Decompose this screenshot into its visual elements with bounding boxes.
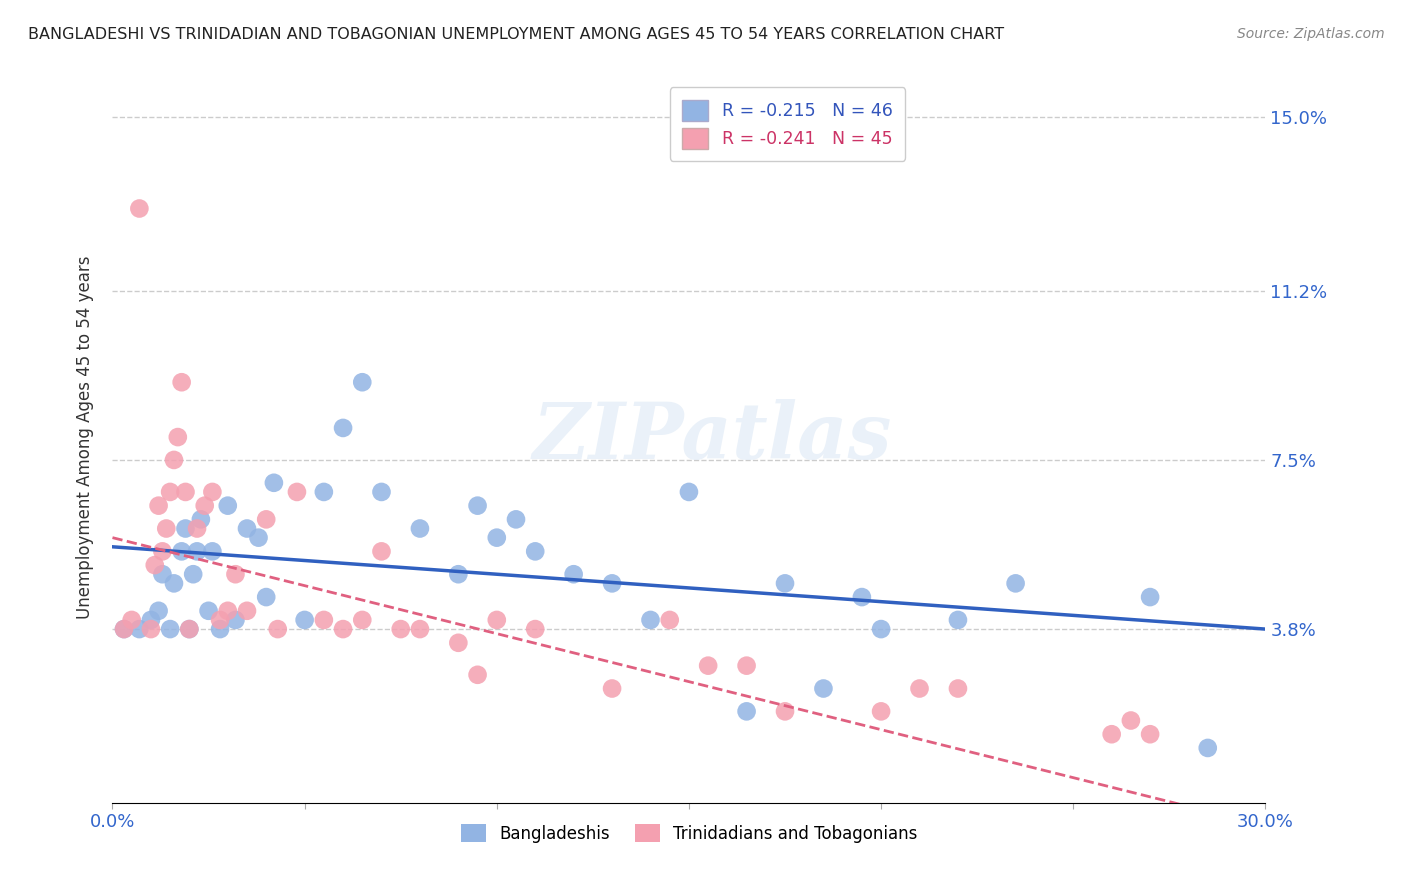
Point <box>166 430 188 444</box>
Point <box>813 681 835 696</box>
Point <box>263 475 285 490</box>
Point <box>294 613 316 627</box>
Point <box>163 453 186 467</box>
Point <box>312 613 335 627</box>
Point <box>409 521 432 535</box>
Point <box>735 658 758 673</box>
Point <box>467 667 489 681</box>
Point <box>1139 590 1161 604</box>
Point <box>152 567 174 582</box>
Point <box>485 531 508 545</box>
Point <box>409 622 432 636</box>
Point <box>121 613 143 627</box>
Point <box>870 622 893 636</box>
Point <box>370 485 392 500</box>
Point <box>174 485 197 500</box>
Point <box>658 613 681 627</box>
Point <box>139 622 162 636</box>
Point <box>1119 714 1142 728</box>
Point <box>1197 740 1219 755</box>
Point <box>201 485 224 500</box>
Point <box>332 622 354 636</box>
Point <box>163 576 186 591</box>
Point <box>697 658 720 673</box>
Point <box>851 590 873 604</box>
Point <box>181 567 204 582</box>
Point <box>186 544 208 558</box>
Y-axis label: Unemployment Among Ages 45 to 54 years: Unemployment Among Ages 45 to 54 years <box>76 255 94 619</box>
Point <box>186 521 208 535</box>
Point <box>190 512 212 526</box>
Point <box>209 622 232 636</box>
Point <box>562 567 585 582</box>
Point <box>1101 727 1123 741</box>
Point <box>600 681 623 696</box>
Point <box>773 705 796 719</box>
Point <box>159 485 181 500</box>
Point <box>254 512 277 526</box>
Point <box>179 622 201 636</box>
Point <box>159 622 181 636</box>
Point <box>1139 727 1161 741</box>
Point <box>505 512 527 526</box>
Point <box>332 421 354 435</box>
Point <box>148 604 170 618</box>
Point <box>155 521 177 535</box>
Point <box>148 499 170 513</box>
Point <box>447 636 470 650</box>
Point <box>112 622 135 636</box>
Point <box>524 622 547 636</box>
Text: BANGLADESHI VS TRINIDADIAN AND TOBAGONIAN UNEMPLOYMENT AMONG AGES 45 TO 54 YEARS: BANGLADESHI VS TRINIDADIAN AND TOBAGONIA… <box>28 27 1004 42</box>
Point <box>267 622 290 636</box>
Point <box>224 567 246 582</box>
Point <box>870 705 893 719</box>
Point <box>128 622 150 636</box>
Point <box>236 604 259 618</box>
Point <box>389 622 412 636</box>
Point <box>170 544 193 558</box>
Point <box>174 521 197 535</box>
Point <box>209 613 232 627</box>
Point <box>773 576 796 591</box>
Point <box>640 613 662 627</box>
Point <box>600 576 623 591</box>
Point <box>735 705 758 719</box>
Point <box>946 681 969 696</box>
Point <box>485 613 508 627</box>
Point <box>1004 576 1026 591</box>
Point <box>217 499 239 513</box>
Point <box>139 613 162 627</box>
Point <box>254 590 277 604</box>
Point <box>152 544 174 558</box>
Point <box>128 202 150 216</box>
Text: ZIPatlas: ZIPatlas <box>533 399 891 475</box>
Point <box>112 622 135 636</box>
Point <box>236 521 259 535</box>
Point <box>201 544 224 558</box>
Point <box>946 613 969 627</box>
Point <box>217 604 239 618</box>
Point <box>467 499 489 513</box>
Point <box>170 376 193 390</box>
Point <box>447 567 470 582</box>
Point <box>247 531 270 545</box>
Point <box>197 604 219 618</box>
Point <box>352 376 374 390</box>
Point <box>678 485 700 500</box>
Legend: Bangladeshis, Trinidadians and Tobagonians: Bangladeshis, Trinidadians and Tobagonia… <box>454 818 924 849</box>
Point <box>312 485 335 500</box>
Point <box>370 544 392 558</box>
Point <box>524 544 547 558</box>
Point <box>352 613 374 627</box>
Point <box>143 558 166 573</box>
Point <box>285 485 308 500</box>
Point <box>224 613 246 627</box>
Text: Source: ZipAtlas.com: Source: ZipAtlas.com <box>1237 27 1385 41</box>
Point <box>908 681 931 696</box>
Point <box>194 499 217 513</box>
Point <box>179 622 201 636</box>
